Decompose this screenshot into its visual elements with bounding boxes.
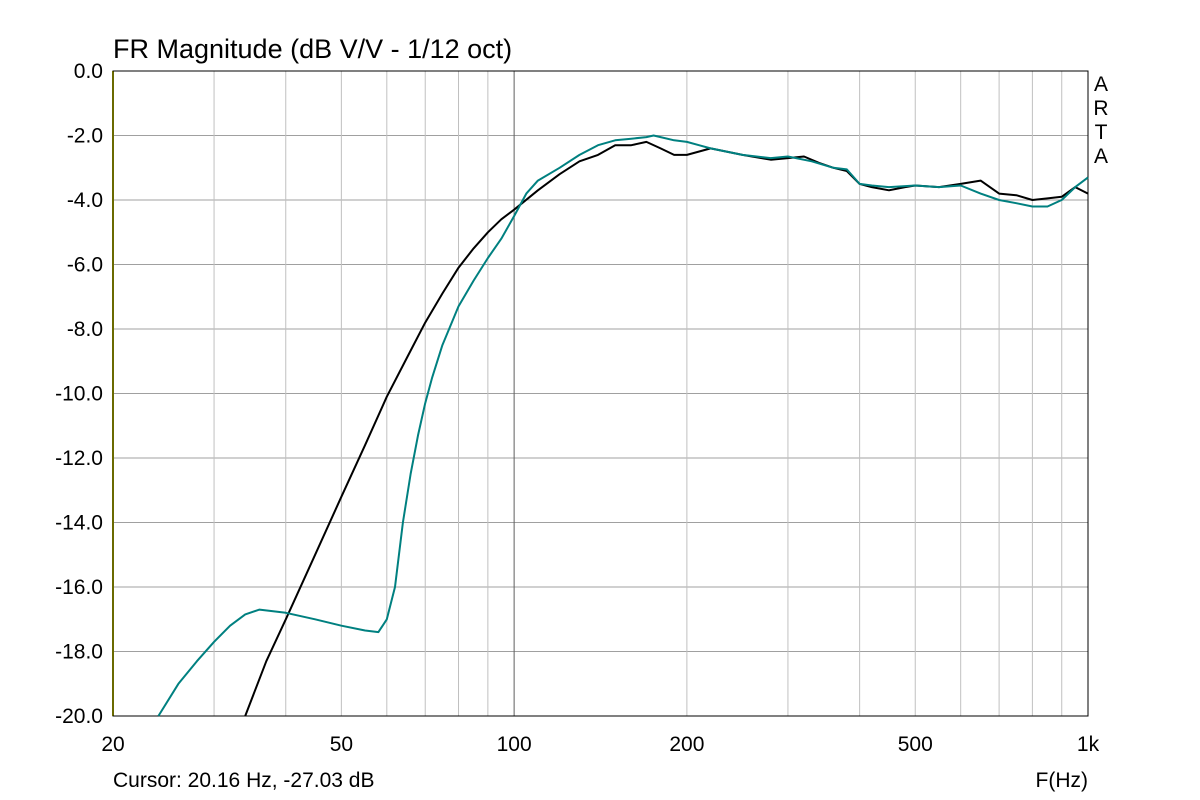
x-tick-label: 200 — [669, 733, 704, 756]
y-tick-labels: 0.0 -2.0 -4.0 -6.0 -8.0 -10.0 -12.0 -14.0 -16.0 -… — [55, 60, 103, 728]
grid-lines — [112, 70, 1089, 717]
x-tick-labels: 20 50 100 200 500 1k — [101, 733, 1099, 756]
y-tick-label: -16.0 — [55, 576, 103, 599]
x-tick-label: 50 — [330, 733, 353, 756]
y-tick-label: 0.0 — [74, 60, 103, 83]
series-line-2 — [157, 134, 1089, 717]
x-tick-label: 20 — [101, 733, 124, 756]
plot-frame — [112, 70, 1089, 717]
y-tick-label: -18.0 — [55, 641, 103, 664]
y-tick-label: -6.0 — [67, 254, 103, 277]
chart-title: FR Magnitude (dB V/V - 1/12 oct) — [113, 34, 512, 64]
y-tick-label: -4.0 — [67, 189, 103, 212]
x-axis-label: F(Hz) — [1036, 769, 1088, 792]
y-tick-label: -2.0 — [67, 125, 103, 148]
x-tick-label: 100 — [497, 733, 532, 756]
y-tick-label: -8.0 — [67, 318, 103, 341]
x-tick-label: 500 — [898, 733, 933, 756]
y-tick-label: -20.0 — [55, 705, 103, 728]
y-tick-label: -12.0 — [55, 447, 103, 470]
y-tick-label: -14.0 — [55, 512, 103, 535]
y-tick-label: -10.0 — [55, 383, 103, 406]
series-line-1 — [244, 140, 1089, 717]
series-layer — [157, 134, 1089, 717]
cursor-readout: Cursor: 20.16 Hz, -27.03 dB — [113, 769, 374, 792]
x-tick-label: 1k — [1077, 733, 1100, 756]
